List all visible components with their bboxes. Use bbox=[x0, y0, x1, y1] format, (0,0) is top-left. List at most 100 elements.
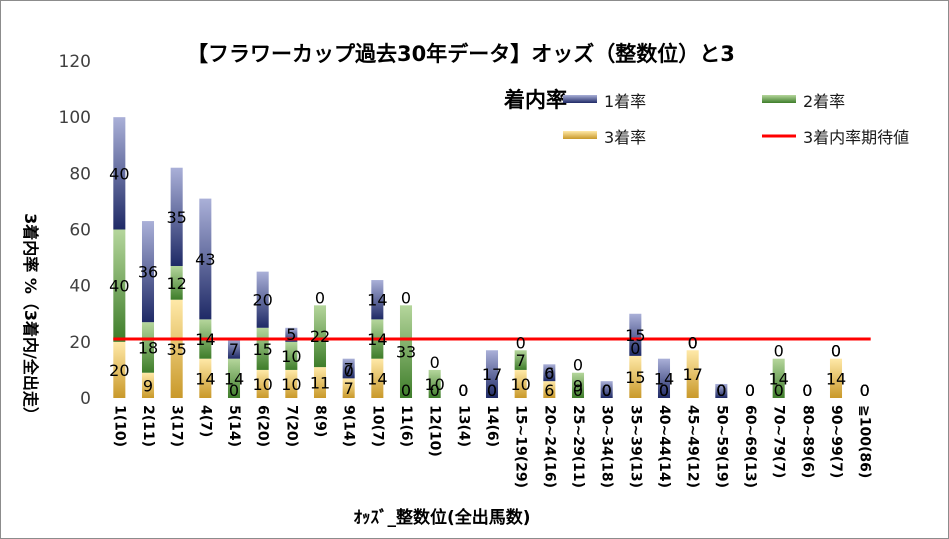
data-label-1st: 0 bbox=[831, 342, 841, 361]
data-label-3rd: 0 bbox=[487, 381, 497, 400]
bar-3rd-segment bbox=[543, 381, 556, 398]
data-label-2nd: 14 bbox=[367, 330, 387, 349]
y-tick-label: 0 bbox=[80, 389, 91, 409]
data-label-3rd: 0 bbox=[458, 381, 468, 400]
data-label-1st: 0 bbox=[573, 356, 583, 375]
bar-3rd-segment bbox=[686, 350, 699, 398]
x-tick-label: 60~69(13) bbox=[742, 405, 758, 488]
bar-3rd-segment bbox=[113, 341, 126, 398]
data-label-3rd: 0 bbox=[802, 381, 812, 400]
data-label-1st: 0 bbox=[602, 381, 612, 400]
bar-2nd-segment bbox=[514, 350, 527, 370]
data-label-3rd: 20 bbox=[109, 361, 129, 380]
data-label-3rd: 0 bbox=[716, 381, 726, 400]
y-tick-label: 120 bbox=[59, 52, 91, 72]
bar-3rd-segment bbox=[829, 358, 843, 398]
data-label-2nd: 12 bbox=[166, 274, 186, 293]
x-tick-label: 35~39(13) bbox=[627, 405, 643, 488]
bar-1st-segment bbox=[371, 280, 384, 320]
bar-1st-segment bbox=[141, 221, 155, 323]
bar-2nd-segment bbox=[313, 305, 327, 368]
data-label-2nd: 0 bbox=[344, 361, 354, 380]
data-label-3rd: 0 bbox=[860, 381, 870, 400]
data-label-1st: 14 bbox=[654, 369, 674, 388]
bar-1st-segment bbox=[199, 198, 212, 320]
data-label-1st: 0 bbox=[516, 333, 526, 352]
y-tick-label: 80 bbox=[69, 164, 91, 184]
x-tick-label: 2(11) bbox=[140, 405, 156, 447]
data-label-3rd: 14 bbox=[367, 369, 387, 388]
data-label-3rd: 11 bbox=[310, 374, 330, 393]
y-tick-label: 20 bbox=[69, 333, 91, 353]
data-label-3rd: 10 bbox=[281, 375, 301, 394]
x-tick-label: 11(6) bbox=[398, 405, 414, 447]
legend-swatch-3rd bbox=[563, 131, 597, 139]
data-label-1st: 35 bbox=[166, 208, 186, 227]
x-tick-label: 15~19(29) bbox=[513, 405, 529, 488]
data-label-2nd: 18 bbox=[138, 338, 158, 357]
data-label-2nd: 22 bbox=[310, 327, 330, 346]
bar-2nd-segment bbox=[113, 229, 126, 342]
bar-3rd-segment bbox=[170, 299, 183, 398]
bars bbox=[113, 117, 843, 398]
data-label-1st: 36 bbox=[138, 263, 158, 282]
data-label-3rd: 14 bbox=[195, 369, 215, 388]
x-tick-label: 30~34(18) bbox=[599, 405, 615, 488]
bar-3rd-segment bbox=[514, 369, 527, 398]
bar-3rd-segment bbox=[285, 369, 298, 398]
bar-2nd-segment bbox=[772, 358, 785, 398]
chart-title-line-2: 着内率 bbox=[503, 88, 567, 112]
data-label-1st: 0 bbox=[688, 333, 698, 352]
x-tick-label: 8(9) bbox=[312, 405, 328, 437]
data-label-3rd: 0 bbox=[774, 381, 784, 400]
y-tick-label: 40 bbox=[69, 277, 91, 297]
x-tick-label: 50~59(19) bbox=[713, 405, 729, 488]
data-label-2nd: 14 bbox=[195, 330, 215, 349]
data-label-3rd: 0 bbox=[229, 381, 239, 400]
x-tick-label: 4(7) bbox=[197, 405, 213, 437]
data-label-2nd: 0 bbox=[659, 381, 669, 400]
bar-1st-segment bbox=[342, 358, 355, 379]
x-tick-label: 6(20) bbox=[255, 405, 271, 447]
data-label-2nd: 0 bbox=[802, 381, 812, 400]
x-tick-label: 10(7) bbox=[369, 405, 385, 447]
data-label-2nd: 0 bbox=[487, 381, 497, 400]
bar-1st-segment bbox=[715, 383, 728, 398]
y-axis-title: 3着内率 %（3着内/全出走） bbox=[21, 213, 40, 423]
bar-2nd-segment bbox=[428, 369, 441, 398]
data-label-2nd: 0 bbox=[544, 364, 554, 383]
data-label-2nd: 0 bbox=[745, 381, 755, 400]
bar-1st-segment bbox=[113, 117, 126, 230]
data-label-2nd: 33 bbox=[396, 343, 416, 362]
data-label-3rd: 6 bbox=[544, 381, 554, 400]
legend-label-1st: 1着率 bbox=[604, 92, 646, 111]
data-label-3rd: 17 bbox=[682, 365, 702, 384]
bar-1st-segment bbox=[485, 350, 499, 398]
x-tick-label: 14(6) bbox=[484, 405, 500, 447]
data-label-2nd: 40 bbox=[109, 277, 129, 296]
x-tick-label: 5(14) bbox=[226, 405, 242, 447]
data-label-1st: 0 bbox=[430, 353, 440, 372]
bar-1st-segment bbox=[170, 167, 183, 267]
bar-3rd-segment bbox=[199, 358, 212, 398]
data-label-1st: 5 bbox=[286, 325, 296, 344]
data-label-1st: 20 bbox=[252, 291, 272, 310]
data-label-2nd: 9 bbox=[573, 376, 583, 395]
bar-3rd-segment bbox=[256, 369, 269, 398]
data-label-2nd: 0 bbox=[716, 381, 726, 400]
x-tick-label: 80~89(6) bbox=[799, 405, 815, 478]
data-label-3rd: 9 bbox=[143, 376, 153, 395]
y-tick-labels: 0 20 40 60 80 100 120 bbox=[59, 52, 91, 409]
data-label-2nd: 0 bbox=[630, 339, 640, 358]
data-label-3rd: 7 bbox=[344, 379, 354, 398]
bar-1st-segment bbox=[227, 339, 241, 359]
bar-1st-segment bbox=[629, 313, 642, 356]
y-tick-label: 60 bbox=[69, 221, 91, 241]
x-tick-label: 12(10) bbox=[427, 405, 443, 457]
legend-swatch-2nd bbox=[762, 95, 796, 103]
data-label-1st: 0 bbox=[315, 288, 325, 307]
x-tick-label: 1(10) bbox=[111, 405, 127, 447]
x-tick-label: 9(14) bbox=[341, 405, 357, 447]
data-label-1st: 7 bbox=[344, 360, 354, 379]
y-tick-label: 100 bbox=[59, 108, 91, 128]
